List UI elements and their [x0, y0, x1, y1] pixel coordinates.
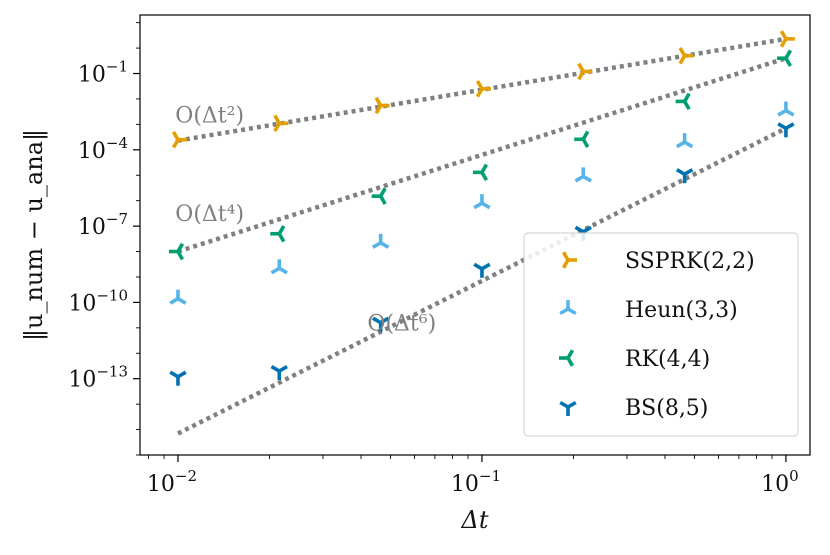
reference-line-order-4 [177, 56, 787, 254]
legend-label: Heun(3,3) [625, 298, 738, 323]
marker-ssprk-2-2-3 [475, 80, 491, 98]
marker-heun-3-3-2 [371, 233, 390, 249]
x-tick-label: 10−2 [147, 467, 197, 497]
order-annotation-4: O(Δt⁴) [175, 202, 244, 227]
marker-rk-4-4-2 [371, 187, 387, 205]
reference-line-order-6 [176, 126, 787, 436]
y-tick-label: 10−1 [78, 58, 128, 88]
marker-ssprk-2-2-5 [678, 47, 694, 65]
marker-heun-3-3-0 [169, 289, 187, 305]
marker-bs-8-5-2 [371, 316, 390, 332]
legend-label: BS(8,5) [625, 396, 708, 421]
legend-marker-3 [559, 400, 577, 416]
x-axis-label: Δt [461, 506, 489, 534]
marker-rk-4-4-4 [574, 130, 590, 148]
marker-heun-3-3-4 [574, 167, 592, 183]
marker-rk-4-4-5 [675, 92, 691, 111]
legend-label: RK(4,4) [625, 347, 710, 372]
marker-bs-8-5-3 [473, 262, 491, 278]
legend: SSPRK(2,2) Heun(3,3) RK(4,4) BS(8,5) [523, 232, 799, 437]
marker-ssprk-2-2-1 [273, 114, 289, 133]
y-axis-ticks: 10−1 10−4 10−7 10−10 10−13 [68, 22, 140, 456]
marker-rk-4-4-3 [472, 163, 489, 182]
marker-bs-8-5-1 [270, 364, 288, 381]
data-markers [168, 30, 795, 386]
marker-heun-3-3-6 [777, 101, 795, 117]
marker-ssprk-2-2-6 [779, 30, 795, 48]
marker-bs-8-5-6 [777, 122, 795, 138]
marker-rk-4-4-0 [168, 242, 185, 261]
order-annotation-6: O(Δt⁶) [367, 311, 436, 336]
marker-bs-8-5-0 [169, 370, 187, 386]
legend-box [523, 232, 799, 437]
marker-bs-8-5-5 [675, 168, 694, 184]
marker-heun-3-3-5 [675, 133, 694, 149]
legend-marker-1 [559, 300, 577, 316]
y-tick-label: 10−7 [78, 210, 128, 240]
x-axis-ticks: 10−2 10−1 100 [147, 455, 799, 497]
legend-marker-0 [561, 251, 577, 269]
order-annotation-2: O(Δt²) [175, 103, 244, 128]
marker-heun-3-3-3 [473, 194, 491, 210]
legend-label: SSPRK(2,2) [625, 249, 755, 274]
order-annotations: O(Δt²) O(Δt⁴) O(Δt⁶) [175, 103, 436, 336]
marker-heun-3-3-1 [270, 259, 288, 275]
y-tick-label: 10−4 [78, 134, 128, 164]
legend-marker-2 [559, 349, 575, 367]
y-axis-label: ‖u_num − u_ana‖ [20, 129, 49, 341]
y-tick-label: 10−13 [68, 363, 128, 393]
marker-ssprk-2-2-2 [374, 96, 390, 115]
marker-ssprk-2-2-0 [171, 131, 187, 149]
plot-frame [139, 14, 811, 456]
marker-ssprk-2-2-4 [577, 62, 593, 81]
x-tick-label: 100 [761, 467, 799, 497]
marker-rk-4-4-1 [270, 225, 286, 243]
marker-rk-4-4-6 [776, 49, 792, 67]
y-tick-label: 10−10 [68, 286, 128, 316]
x-tick-label: 10−1 [451, 467, 501, 497]
